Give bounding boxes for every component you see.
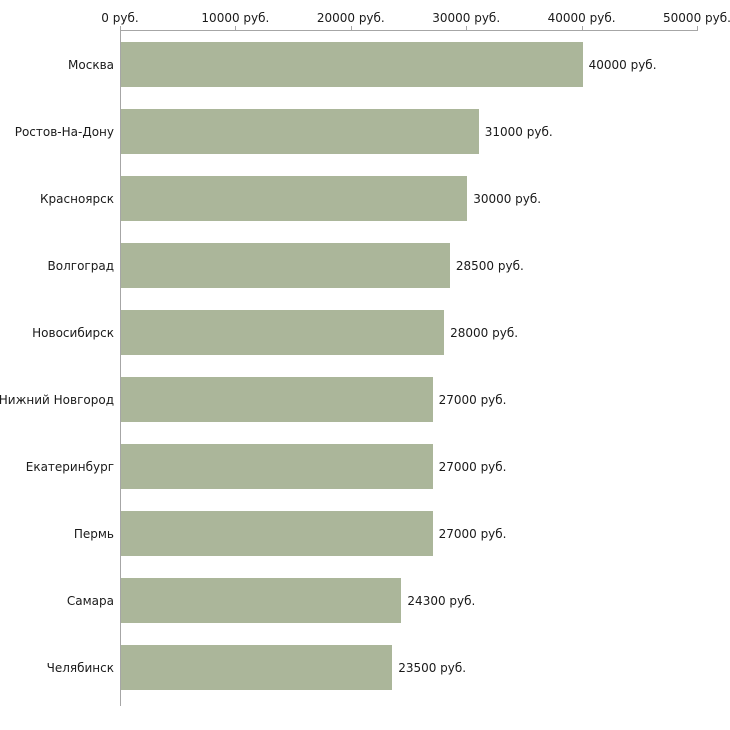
x-tick-label: 50000 руб.	[663, 11, 730, 25]
x-tick-label: 20000 руб.	[316, 11, 385, 25]
bar-row: Новосибирск 28000 руб.	[0, 299, 730, 366]
y-axis-line	[120, 30, 121, 706]
bar	[121, 42, 583, 87]
x-tick-mark	[235, 26, 237, 30]
category-label: Пермь	[73, 526, 114, 541]
bar	[121, 377, 433, 422]
category-label: Новосибирск	[32, 325, 114, 340]
bar-row: Москва 40000 руб.	[0, 31, 730, 98]
value-label: 27000 руб.	[438, 392, 507, 407]
value-label: 27000 руб.	[438, 459, 507, 474]
category-label: Ростов-На-Дону	[14, 124, 114, 139]
value-label: 31000 руб.	[484, 124, 553, 139]
category-label: Челябинск	[46, 660, 114, 675]
x-tick-label: 40000 руб.	[547, 11, 616, 25]
bar-row: Пермь 27000 руб.	[0, 500, 730, 567]
x-tick-label: 0 руб.	[101, 11, 139, 25]
x-tick-mark	[350, 26, 352, 30]
category-label: Нижний Новгород	[0, 392, 114, 407]
bar-row: Самара 24300 руб.	[0, 567, 730, 634]
x-tick-mark	[120, 26, 121, 30]
category-label: Москва	[68, 57, 114, 72]
bar	[121, 444, 433, 489]
x-tick-mark	[581, 26, 583, 30]
bar	[121, 310, 445, 355]
value-label: 27000 руб.	[438, 526, 507, 541]
bar-row: Ростов-На-Дону 31000 руб.	[0, 98, 730, 165]
x-tick-label: 30000 руб.	[432, 11, 501, 25]
value-label: 40000 руб.	[588, 57, 657, 72]
bar-row: Челябинск 23500 руб.	[0, 634, 730, 701]
value-label: 24300 руб.	[407, 593, 476, 608]
category-label: Красноярск	[40, 191, 114, 206]
x-tick-mark	[697, 26, 698, 30]
value-label: 23500 руб.	[398, 660, 467, 675]
category-label: Волгоград	[47, 258, 114, 273]
x-axis-line	[120, 30, 698, 31]
bar-row: Нижний Новгород 27000 руб.	[0, 366, 730, 433]
plot-area: Москва 40000 руб. Ростов-На-Дону 31000 руб.…	[0, 31, 730, 701]
bar-row: Екатеринбург 27000 руб.	[0, 433, 730, 500]
bar	[121, 578, 402, 623]
value-label: 28000 руб.	[450, 325, 519, 340]
category-label: Екатеринбург	[25, 459, 114, 474]
x-tick-mark	[466, 26, 468, 30]
value-label: 30000 руб.	[473, 191, 542, 206]
bar-row: Красноярск 30000 руб.	[0, 165, 730, 232]
bar	[121, 176, 468, 221]
bar	[121, 109, 479, 154]
bar	[121, 511, 433, 556]
bar	[121, 243, 450, 288]
bar-row: Волгоград 28500 руб.	[0, 232, 730, 299]
category-label: Самара	[66, 593, 114, 608]
x-tick-label: 10000 руб.	[201, 11, 270, 25]
value-label: 28500 руб.	[455, 258, 524, 273]
bar	[121, 645, 393, 690]
